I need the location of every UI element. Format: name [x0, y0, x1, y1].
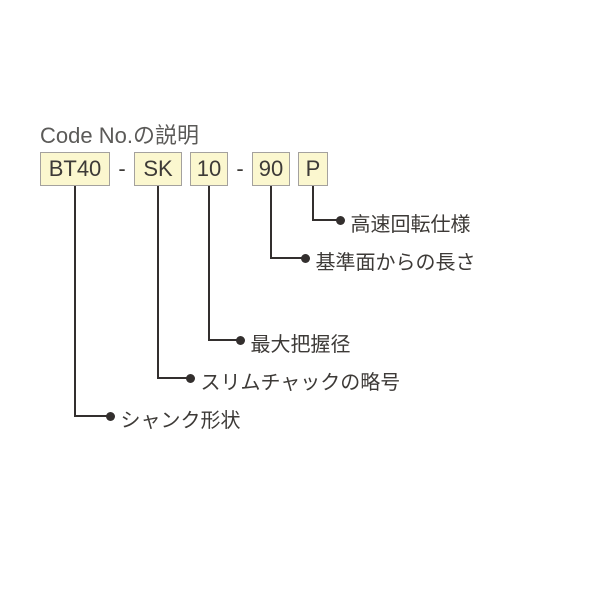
- code-box-b3: 90: [252, 152, 290, 186]
- code-separator: -: [110, 152, 134, 186]
- legend-line-v: [157, 186, 159, 379]
- legend-line-h: [74, 415, 110, 417]
- legend-line-h: [270, 257, 305, 259]
- legend-line-v: [74, 186, 76, 417]
- diagram-title: Code No.の説明: [40, 118, 199, 150]
- legend-bullet: [236, 336, 245, 345]
- code-box-b1: SK: [134, 152, 182, 186]
- legend-bullet: [186, 374, 195, 383]
- legend-label: シャンク形状: [121, 404, 241, 433]
- legend-bullet: [106, 412, 115, 421]
- code-box-b0: BT40: [40, 152, 110, 186]
- code-box-b2: 10: [190, 152, 228, 186]
- legend-label: 高速回転仕様: [351, 208, 471, 237]
- legend-bullet: [301, 254, 310, 263]
- legend-line-v: [270, 186, 272, 259]
- code-separator: -: [228, 152, 252, 186]
- legend-line-v: [208, 186, 210, 341]
- code-box-b4: P: [298, 152, 328, 186]
- legend-label: 基準面からの長さ: [316, 246, 476, 275]
- legend-label: 最大把握径: [251, 328, 351, 357]
- legend-line-v: [312, 186, 314, 221]
- legend-bullet: [336, 216, 345, 225]
- legend-label: スリムチャックの略号: [201, 366, 401, 395]
